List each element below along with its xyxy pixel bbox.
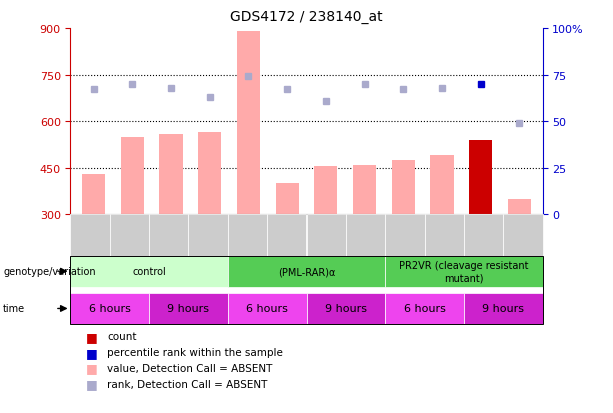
Bar xyxy=(276,184,299,215)
Text: ■: ■ xyxy=(86,361,97,375)
Text: 6 hours: 6 hours xyxy=(403,304,446,314)
Text: GDS4172 / 238140_at: GDS4172 / 238140_at xyxy=(230,10,383,24)
Text: rank, Detection Call = ABSENT: rank, Detection Call = ABSENT xyxy=(107,379,268,389)
Text: 6 hours: 6 hours xyxy=(246,304,288,314)
Bar xyxy=(392,161,415,215)
Bar xyxy=(82,174,105,215)
Text: control: control xyxy=(132,266,166,277)
Text: value, Detection Call = ABSENT: value, Detection Call = ABSENT xyxy=(107,363,273,373)
Text: count: count xyxy=(107,332,137,342)
Text: ■: ■ xyxy=(86,346,97,359)
Text: time: time xyxy=(3,304,25,314)
Text: ■: ■ xyxy=(86,377,97,390)
Bar xyxy=(159,134,183,215)
Bar xyxy=(121,137,144,215)
Bar xyxy=(469,140,492,215)
Bar xyxy=(198,133,221,215)
Text: 9 hours: 9 hours xyxy=(325,304,367,314)
Text: ■: ■ xyxy=(86,330,97,343)
Text: 6 hours: 6 hours xyxy=(89,304,131,314)
Text: percentile rank within the sample: percentile rank within the sample xyxy=(107,347,283,357)
Text: genotype/variation: genotype/variation xyxy=(3,266,96,277)
Bar xyxy=(314,167,337,215)
Text: (PML-RAR)α: (PML-RAR)α xyxy=(278,266,335,277)
Text: 9 hours: 9 hours xyxy=(167,304,210,314)
Bar xyxy=(508,199,531,215)
Text: PR2VR (cleavage resistant
mutant): PR2VR (cleavage resistant mutant) xyxy=(399,261,528,282)
Bar xyxy=(237,32,260,215)
Bar xyxy=(353,165,376,215)
Text: 9 hours: 9 hours xyxy=(482,304,524,314)
Bar xyxy=(430,156,454,215)
